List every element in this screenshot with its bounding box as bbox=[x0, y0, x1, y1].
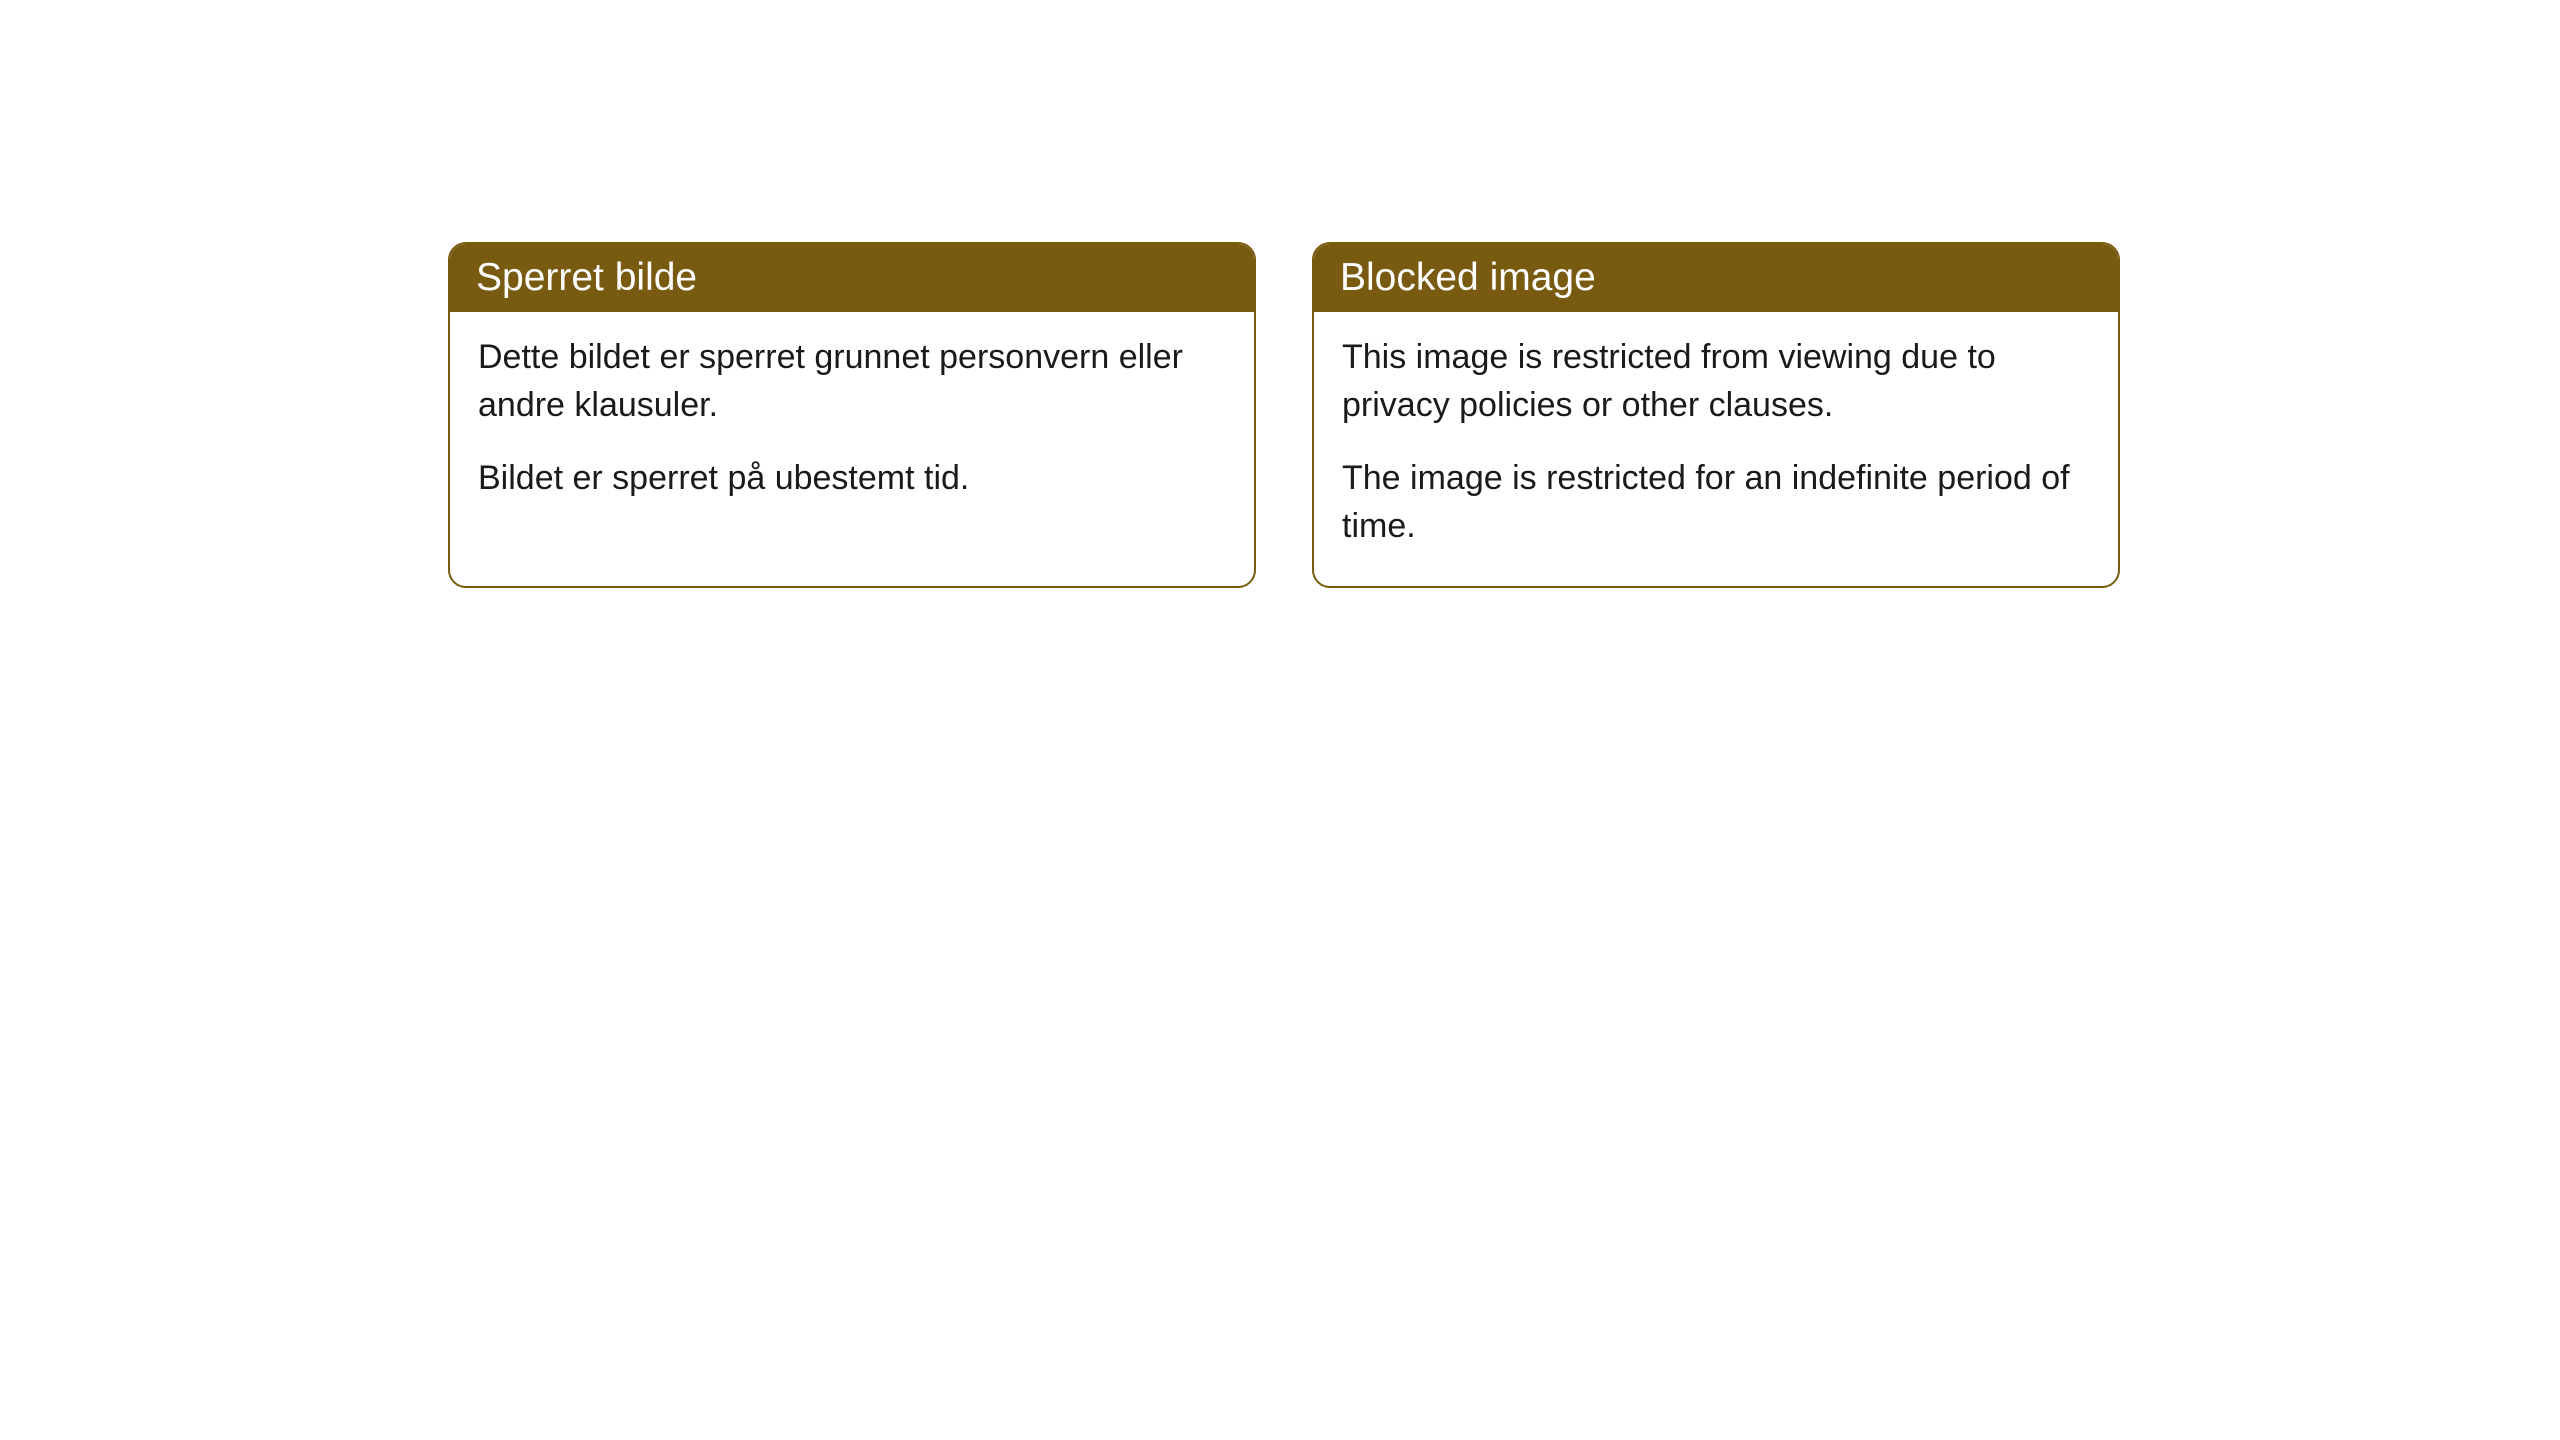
card-title: Sperret bilde bbox=[476, 256, 697, 299]
card-title: Blocked image bbox=[1340, 256, 1596, 299]
card-body-english: This image is restricted from viewing du… bbox=[1314, 312, 2118, 586]
card-paragraph-2: The image is restricted for an indefinit… bbox=[1342, 455, 2090, 550]
card-header-norwegian: Sperret bilde bbox=[450, 244, 1254, 312]
blocked-image-card-english: Blocked image This image is restricted f… bbox=[1312, 242, 2120, 588]
blocked-image-card-norwegian: Sperret bilde Dette bildet er sperret gr… bbox=[448, 242, 1256, 588]
card-header-english: Blocked image bbox=[1314, 244, 2118, 312]
card-paragraph-1: Dette bildet er sperret grunnet personve… bbox=[478, 334, 1226, 429]
notice-cards-container: Sperret bilde Dette bildet er sperret gr… bbox=[448, 242, 2120, 588]
card-paragraph-2: Bildet er sperret på ubestemt tid. bbox=[478, 455, 1226, 503]
card-body-norwegian: Dette bildet er sperret grunnet personve… bbox=[450, 312, 1254, 539]
card-paragraph-1: This image is restricted from viewing du… bbox=[1342, 334, 2090, 429]
